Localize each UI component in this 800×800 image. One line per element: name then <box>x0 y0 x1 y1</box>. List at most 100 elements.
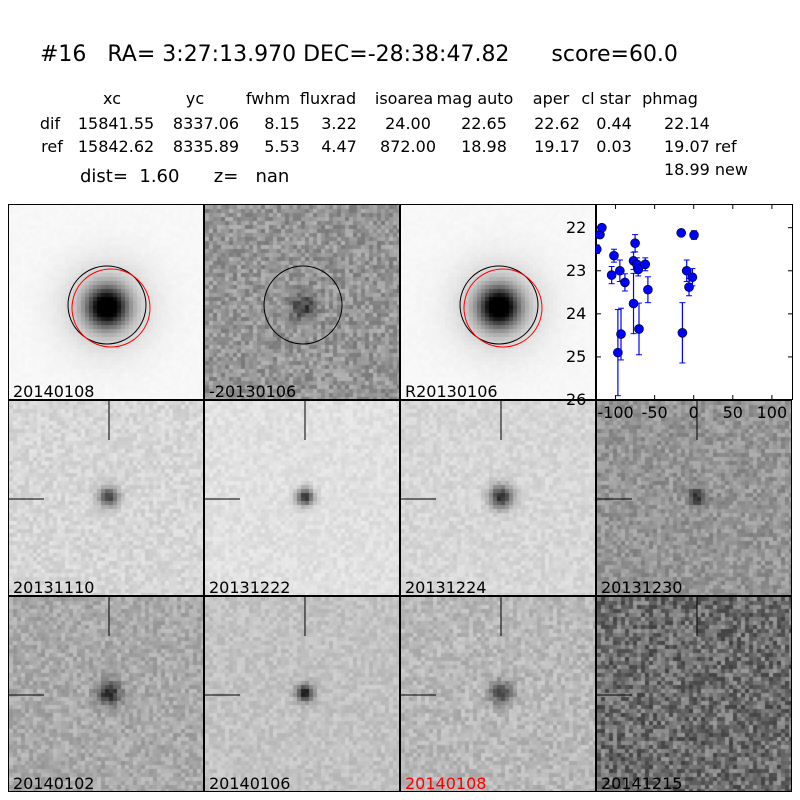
cutout-diff[interactable]: -20130106 <box>204 204 400 400</box>
table-row-dif: dif 15841.55 8337.06 8.15 3.22 24.00 22.65 22.6… <box>0 114 800 134</box>
cell-fwhm: 5.53 <box>264 137 300 156</box>
cutout-image <box>9 205 203 399</box>
cutout-epoch[interactable]: 20141215 <box>596 596 792 792</box>
cell-aper: 19.17 <box>534 137 580 156</box>
light-curve-plot <box>596 204 793 400</box>
cutout-date-label: 20131224 <box>405 578 487 596</box>
row-label: dif <box>39 114 61 133</box>
y-tick-label: 25 <box>566 346 587 366</box>
col-cl-star: cl star <box>581 89 631 108</box>
cutout-date-label: 20140106 <box>209 774 291 792</box>
cutout-epoch[interactable]: 20140106 <box>204 596 400 792</box>
data-point <box>613 347 623 358</box>
cutout-image <box>401 205 595 399</box>
cutout-date-label: R20130106 <box>405 382 498 400</box>
cutout-image <box>597 597 791 791</box>
cutout-image <box>9 597 203 791</box>
cutout-epoch[interactable]: 20140102 <box>8 596 204 792</box>
table-row-ref: ref 15842.62 8335.89 5.53 4.47 872.00 18.98 19.… <box>0 137 800 157</box>
cutout-image <box>401 597 595 791</box>
cutout-epoch[interactable]: 20131110 <box>8 400 204 596</box>
data-point <box>615 265 625 276</box>
cutout-image <box>205 205 399 399</box>
aperture-circle <box>459 265 539 345</box>
cutout-date-label: 20141215 <box>601 774 683 792</box>
cutout-image <box>597 401 791 595</box>
cell-phmag: 22.14 <box>664 114 710 133</box>
cell-cl-star: 0.44 <box>596 114 632 133</box>
cutout-image <box>401 401 595 595</box>
x-tick-label: -100 <box>597 403 634 422</box>
data-point <box>684 282 694 292</box>
cell-fluxrad: 3.22 <box>321 114 357 133</box>
cutout-date-label: 20140102 <box>13 774 95 792</box>
col-isoarea: isoarea <box>374 89 434 108</box>
data-point <box>643 284 653 295</box>
col-xc: xc <box>103 89 121 108</box>
phmag-new: 18.99 new <box>664 160 748 179</box>
x-tick-label: 50 <box>722 403 743 422</box>
dist-z-text: dist= 1.60 z= nan <box>80 166 290 187</box>
col-phmag: phmag <box>642 89 698 108</box>
cell-phmag: 19.07 ref <box>664 137 737 156</box>
col-mag-auto: mag auto <box>436 89 514 108</box>
cell-cl-star: 0.03 <box>596 137 632 156</box>
cutout-new[interactable]: 20140108 <box>8 204 204 400</box>
cell-xc: 15842.62 <box>77 137 155 156</box>
reference-circle <box>71 268 151 348</box>
cell-yc: 8335.89 <box>172 137 240 156</box>
data-point <box>677 328 688 338</box>
data-point <box>689 230 699 240</box>
cutout-date-label: 20140108 <box>13 382 95 400</box>
cell-mag-auto: 18.98 <box>461 137 507 156</box>
y-tick-label: 23 <box>566 260 587 280</box>
data-point <box>676 228 687 238</box>
cell-isoarea: 872.00 <box>380 137 436 156</box>
data-point <box>616 329 626 339</box>
y-tick-label: 22 <box>566 217 587 237</box>
col-fwhm: fwhm <box>245 89 291 108</box>
x-tick-label: 100 <box>756 403 788 422</box>
cutout-image <box>9 401 203 595</box>
col-aper: aper <box>532 89 570 108</box>
data-point <box>596 244 602 255</box>
cutout-date-label: 20140108 <box>405 774 487 792</box>
data-point <box>681 265 692 276</box>
data-point <box>630 238 640 249</box>
cutout-date-label: -20130106 <box>209 382 297 400</box>
cutout-image <box>205 401 399 595</box>
cutout-date-label: 20131222 <box>209 578 291 596</box>
cutout-date-label: 20131110 <box>13 578 95 596</box>
cell-isoarea: 24.00 <box>385 114 431 133</box>
row-label: ref <box>41 137 63 156</box>
cell-fluxrad: 4.47 <box>321 137 357 156</box>
y-tick-label: 26 <box>566 390 587 409</box>
x-tick-label: -50 <box>641 403 668 422</box>
data-point <box>606 270 617 280</box>
cutout-image <box>205 597 399 791</box>
aperture-circle <box>263 265 343 345</box>
cutout-date-label: 20131230 <box>601 578 683 596</box>
y-tick-label: 24 <box>566 303 587 323</box>
col-fluxrad: fluxrad <box>299 89 357 108</box>
data-point <box>640 259 651 270</box>
cell-xc: 15841.55 <box>77 114 155 133</box>
reference-circle <box>463 268 543 348</box>
data-point <box>634 324 644 334</box>
candidate-title: #16 RA= 3:27:13.970 DEC=-28:38:47.82 sco… <box>40 42 678 67</box>
cutout-epoch[interactable]: 20140108 <box>400 596 596 792</box>
cutout-epoch[interactable]: 20131222 <box>204 400 400 596</box>
cutout-epoch[interactable]: 20131224 <box>400 400 596 596</box>
data-point <box>687 272 698 283</box>
column-headers: xc yc fwhm fluxrad isoarea mag auto aper… <box>0 89 800 109</box>
cell-fwhm: 8.15 <box>264 114 300 133</box>
cell-yc: 8337.06 <box>172 114 240 133</box>
data-point <box>609 250 619 261</box>
data-point <box>633 264 644 275</box>
cutout-ref[interactable]: R20130106 <box>400 204 596 400</box>
col-yc: yc <box>185 89 205 108</box>
cutout-epoch[interactable]: 20131230 <box>596 400 792 596</box>
cell-aper: 22.62 <box>534 114 580 133</box>
cell-mag-auto: 22.65 <box>461 114 507 133</box>
